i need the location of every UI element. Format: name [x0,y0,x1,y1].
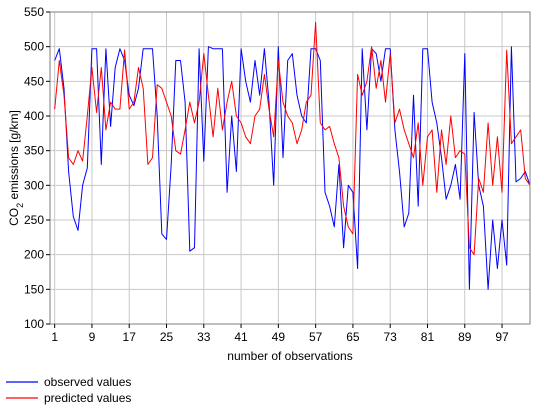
x-tick-label: 73 [384,330,398,344]
y-tick-label: 350 [24,144,44,158]
legend: observed values predicted values [6,375,131,405]
x-tick-label: 89 [458,330,472,344]
series-line-observed [54,46,531,290]
x-axis-title: number of observations [227,349,352,363]
x-tick-label: 9 [89,330,96,344]
plot-frame [49,11,531,325]
y-axis-title: CO2 emissions [g/km] [7,110,25,226]
x-tick-label: 25 [160,330,174,344]
series-line-predicted [54,21,531,256]
x-tick-label: 17 [123,330,137,344]
x-tick-label: 33 [197,330,211,344]
x-tick-label: 81 [421,330,435,344]
y-tick-labels: 100 150 200 250 300 350 400 450 500 550 [24,5,50,331]
legend-label: observed values [44,375,131,389]
series-lines [54,21,531,290]
y-axis-title-subscript: 2 [15,203,25,208]
y-tick-label: 100 [24,317,44,331]
y-tick-label: 250 [24,213,44,227]
x-tick-label: 65 [346,330,360,344]
x-tick-label: 1 [51,330,58,344]
y-tick-label: 500 [24,40,44,54]
grid [50,11,530,325]
x-tick-label: 57 [309,330,323,344]
legend-label: predicted values [44,391,131,405]
y-tick-label: 200 [24,248,44,262]
y-tick-label: 300 [24,178,44,192]
x-tick-label: 41 [234,330,248,344]
y-tick-label: 150 [24,282,44,296]
x-tick-label: 49 [272,330,286,344]
y-axis-title-main: CO [7,208,21,226]
y-axis-title-rest: emissions [g/km] [7,110,21,203]
x-tick-label: 97 [495,330,509,344]
y-tick-label: 400 [24,109,44,123]
y-tick-label: 550 [24,5,44,19]
y-tick-label: 450 [24,74,44,88]
x-tick-labels: 1 9 17 25 33 41 49 57 65 73 81 89 97 [51,324,509,344]
